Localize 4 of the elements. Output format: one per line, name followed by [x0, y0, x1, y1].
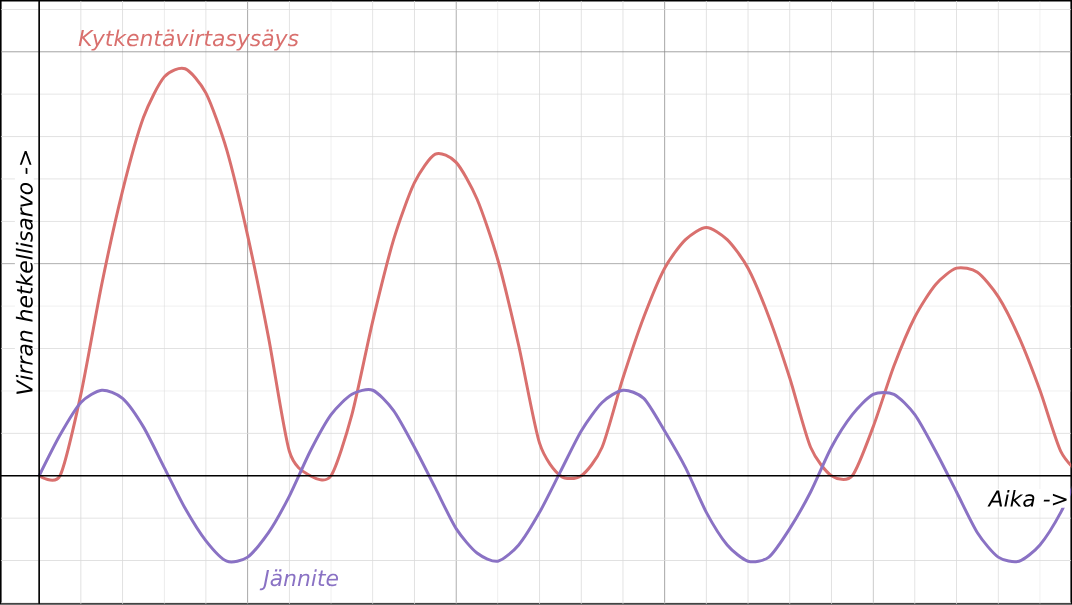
series-label: Jännite: [259, 569, 339, 591]
series-label: Kytkentävirtasysäys: [78, 29, 299, 51]
x-axis-title: Aika ->: [987, 490, 1067, 507]
y-axis-title: Virran hetkellisarvo ->: [15, 151, 33, 395]
